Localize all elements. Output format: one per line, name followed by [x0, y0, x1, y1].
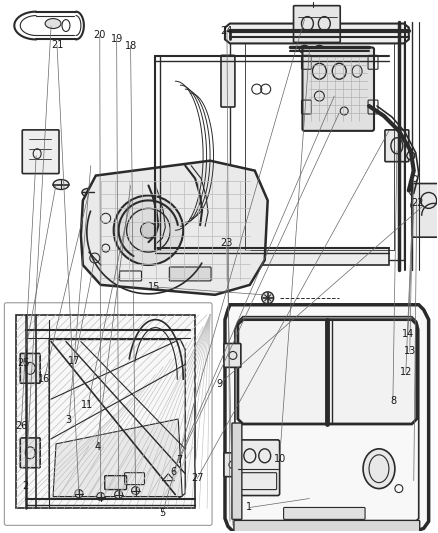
Text: 24: 24 — [221, 26, 233, 36]
Text: 23: 23 — [221, 238, 233, 248]
Text: 12: 12 — [400, 367, 412, 377]
Text: 8: 8 — [390, 396, 396, 406]
FancyBboxPatch shape — [385, 130, 409, 161]
Text: 26: 26 — [15, 422, 27, 431]
FancyBboxPatch shape — [170, 267, 211, 281]
Text: 6: 6 — [170, 467, 177, 477]
Ellipse shape — [45, 19, 61, 29]
Text: 15: 15 — [148, 281, 160, 292]
Ellipse shape — [97, 492, 105, 500]
Text: 27: 27 — [191, 473, 204, 483]
Polygon shape — [225, 23, 409, 43]
FancyBboxPatch shape — [303, 47, 374, 131]
Text: 7: 7 — [176, 455, 182, 465]
FancyBboxPatch shape — [224, 453, 241, 477]
FancyBboxPatch shape — [412, 183, 438, 237]
Text: 4: 4 — [94, 441, 100, 451]
FancyBboxPatch shape — [105, 475, 127, 490]
Ellipse shape — [141, 222, 156, 238]
Text: 9: 9 — [216, 379, 222, 389]
Text: 21: 21 — [51, 40, 63, 50]
Text: 14: 14 — [402, 329, 414, 340]
Text: 16: 16 — [38, 374, 50, 384]
Text: 18: 18 — [125, 41, 137, 51]
Polygon shape — [238, 320, 417, 424]
Ellipse shape — [53, 180, 69, 190]
Text: 2: 2 — [22, 481, 28, 491]
FancyBboxPatch shape — [224, 343, 241, 367]
Polygon shape — [53, 419, 182, 497]
Text: 3: 3 — [66, 415, 72, 425]
Text: 10: 10 — [274, 454, 286, 464]
Ellipse shape — [82, 189, 94, 197]
Ellipse shape — [114, 196, 183, 265]
FancyBboxPatch shape — [20, 353, 40, 383]
Polygon shape — [16, 314, 195, 508]
FancyBboxPatch shape — [22, 130, 59, 174]
Text: 11: 11 — [81, 400, 94, 410]
Ellipse shape — [115, 490, 123, 498]
Ellipse shape — [131, 487, 140, 495]
FancyBboxPatch shape — [283, 507, 365, 519]
Text: 1: 1 — [247, 503, 253, 512]
FancyBboxPatch shape — [20, 438, 40, 468]
FancyBboxPatch shape — [221, 55, 235, 107]
FancyBboxPatch shape — [234, 520, 420, 533]
Ellipse shape — [407, 152, 415, 160]
Text: 20: 20 — [93, 30, 106, 40]
Text: 22: 22 — [411, 198, 423, 208]
Text: 13: 13 — [403, 346, 416, 356]
Ellipse shape — [363, 449, 395, 489]
Text: 5: 5 — [159, 508, 166, 518]
Ellipse shape — [262, 292, 274, 304]
Ellipse shape — [75, 490, 83, 497]
Polygon shape — [225, 305, 429, 531]
Polygon shape — [81, 160, 268, 295]
FancyBboxPatch shape — [221, 184, 235, 236]
Polygon shape — [230, 248, 389, 265]
FancyBboxPatch shape — [232, 423, 242, 519]
FancyBboxPatch shape — [293, 6, 340, 43]
FancyBboxPatch shape — [236, 440, 279, 496]
Text: 19: 19 — [111, 34, 123, 44]
Text: 25: 25 — [17, 358, 29, 368]
Text: 17: 17 — [68, 356, 81, 366]
